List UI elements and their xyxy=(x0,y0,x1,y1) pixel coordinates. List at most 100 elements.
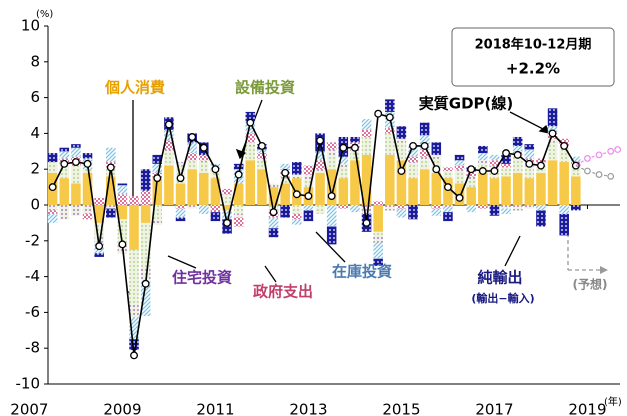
gdp-marker xyxy=(234,170,243,179)
gdp-marker xyxy=(467,165,476,174)
bar xyxy=(524,205,535,209)
gdp-marker xyxy=(83,159,92,168)
bar xyxy=(361,119,372,130)
bar xyxy=(396,142,407,161)
bar xyxy=(396,138,407,143)
bar xyxy=(268,187,279,205)
bar xyxy=(350,151,360,161)
bar xyxy=(257,153,267,159)
bar xyxy=(443,178,453,205)
bar xyxy=(315,205,325,214)
bar xyxy=(175,162,186,166)
bar xyxy=(373,235,383,243)
bar xyxy=(117,185,128,195)
series-label: 政府支出 xyxy=(253,283,313,301)
bar xyxy=(338,205,349,209)
bar xyxy=(454,165,465,170)
bar xyxy=(466,170,476,177)
bar xyxy=(501,154,511,164)
bar xyxy=(571,167,581,177)
bar xyxy=(478,172,488,205)
bar xyxy=(140,267,151,281)
bar xyxy=(233,183,244,205)
bar xyxy=(571,205,581,211)
series-label: 個人消費 xyxy=(104,79,165,97)
bar xyxy=(175,217,186,222)
bar xyxy=(408,162,418,164)
forecast-marker xyxy=(584,155,591,162)
bar xyxy=(478,205,488,209)
bar xyxy=(466,181,476,188)
bar xyxy=(210,172,221,179)
forecast-marker xyxy=(607,147,615,155)
bar xyxy=(280,163,290,170)
series-label: 実質GDP(線) xyxy=(419,95,513,113)
bar xyxy=(396,160,407,205)
bar xyxy=(199,162,209,173)
x-unit: (年) xyxy=(604,395,622,408)
bar xyxy=(245,142,256,146)
bar xyxy=(408,145,418,157)
bar xyxy=(233,217,244,227)
bar xyxy=(419,169,430,205)
bar xyxy=(478,160,488,164)
bar xyxy=(326,205,337,227)
bar xyxy=(443,212,453,222)
bar xyxy=(326,169,337,205)
bar xyxy=(152,205,163,220)
gdp-marker xyxy=(327,192,336,200)
gdp-marker xyxy=(478,167,487,175)
bar xyxy=(94,253,104,257)
bar xyxy=(71,183,81,205)
y-tick-label: 4 xyxy=(30,124,40,142)
gdp-marker xyxy=(350,143,359,152)
bar xyxy=(303,210,314,222)
bar xyxy=(117,183,128,186)
bar xyxy=(117,205,128,220)
bar xyxy=(233,205,244,214)
bar xyxy=(71,144,81,148)
bar xyxy=(419,122,430,136)
gdp-marker xyxy=(420,141,429,150)
bar xyxy=(199,205,209,214)
bar xyxy=(245,160,256,205)
bar xyxy=(199,172,209,205)
gdp-marker xyxy=(304,192,313,200)
bar xyxy=(59,163,70,179)
bar xyxy=(268,217,279,229)
bar xyxy=(140,190,151,205)
bar xyxy=(396,126,407,139)
bar xyxy=(559,205,569,214)
gdp-marker xyxy=(71,158,80,166)
bar xyxy=(257,169,267,205)
bar xyxy=(257,160,267,170)
bar xyxy=(547,108,558,127)
bar xyxy=(129,196,139,205)
bar xyxy=(501,167,511,177)
gdp-marker xyxy=(106,163,115,172)
gdp-marker xyxy=(316,136,324,145)
bar xyxy=(419,160,430,170)
bar xyxy=(524,163,535,179)
bar xyxy=(94,237,104,243)
bar xyxy=(512,205,523,211)
bar xyxy=(280,205,290,218)
gdp-marker xyxy=(153,174,162,183)
bar xyxy=(536,205,546,211)
bar xyxy=(233,163,244,170)
bar xyxy=(47,205,58,211)
bar xyxy=(559,213,569,236)
bar xyxy=(408,205,418,220)
gdp-marker xyxy=(60,159,69,168)
gdp-marker xyxy=(211,165,220,174)
x-tick-label: 2017 xyxy=(475,401,513,416)
bar xyxy=(443,167,453,171)
gdp-marker xyxy=(257,141,266,150)
bar xyxy=(315,151,325,161)
bar xyxy=(199,154,209,161)
bar xyxy=(106,176,116,205)
annotation: 2018年10-12月期 xyxy=(475,37,592,53)
bar xyxy=(338,169,349,179)
bar xyxy=(164,149,174,152)
